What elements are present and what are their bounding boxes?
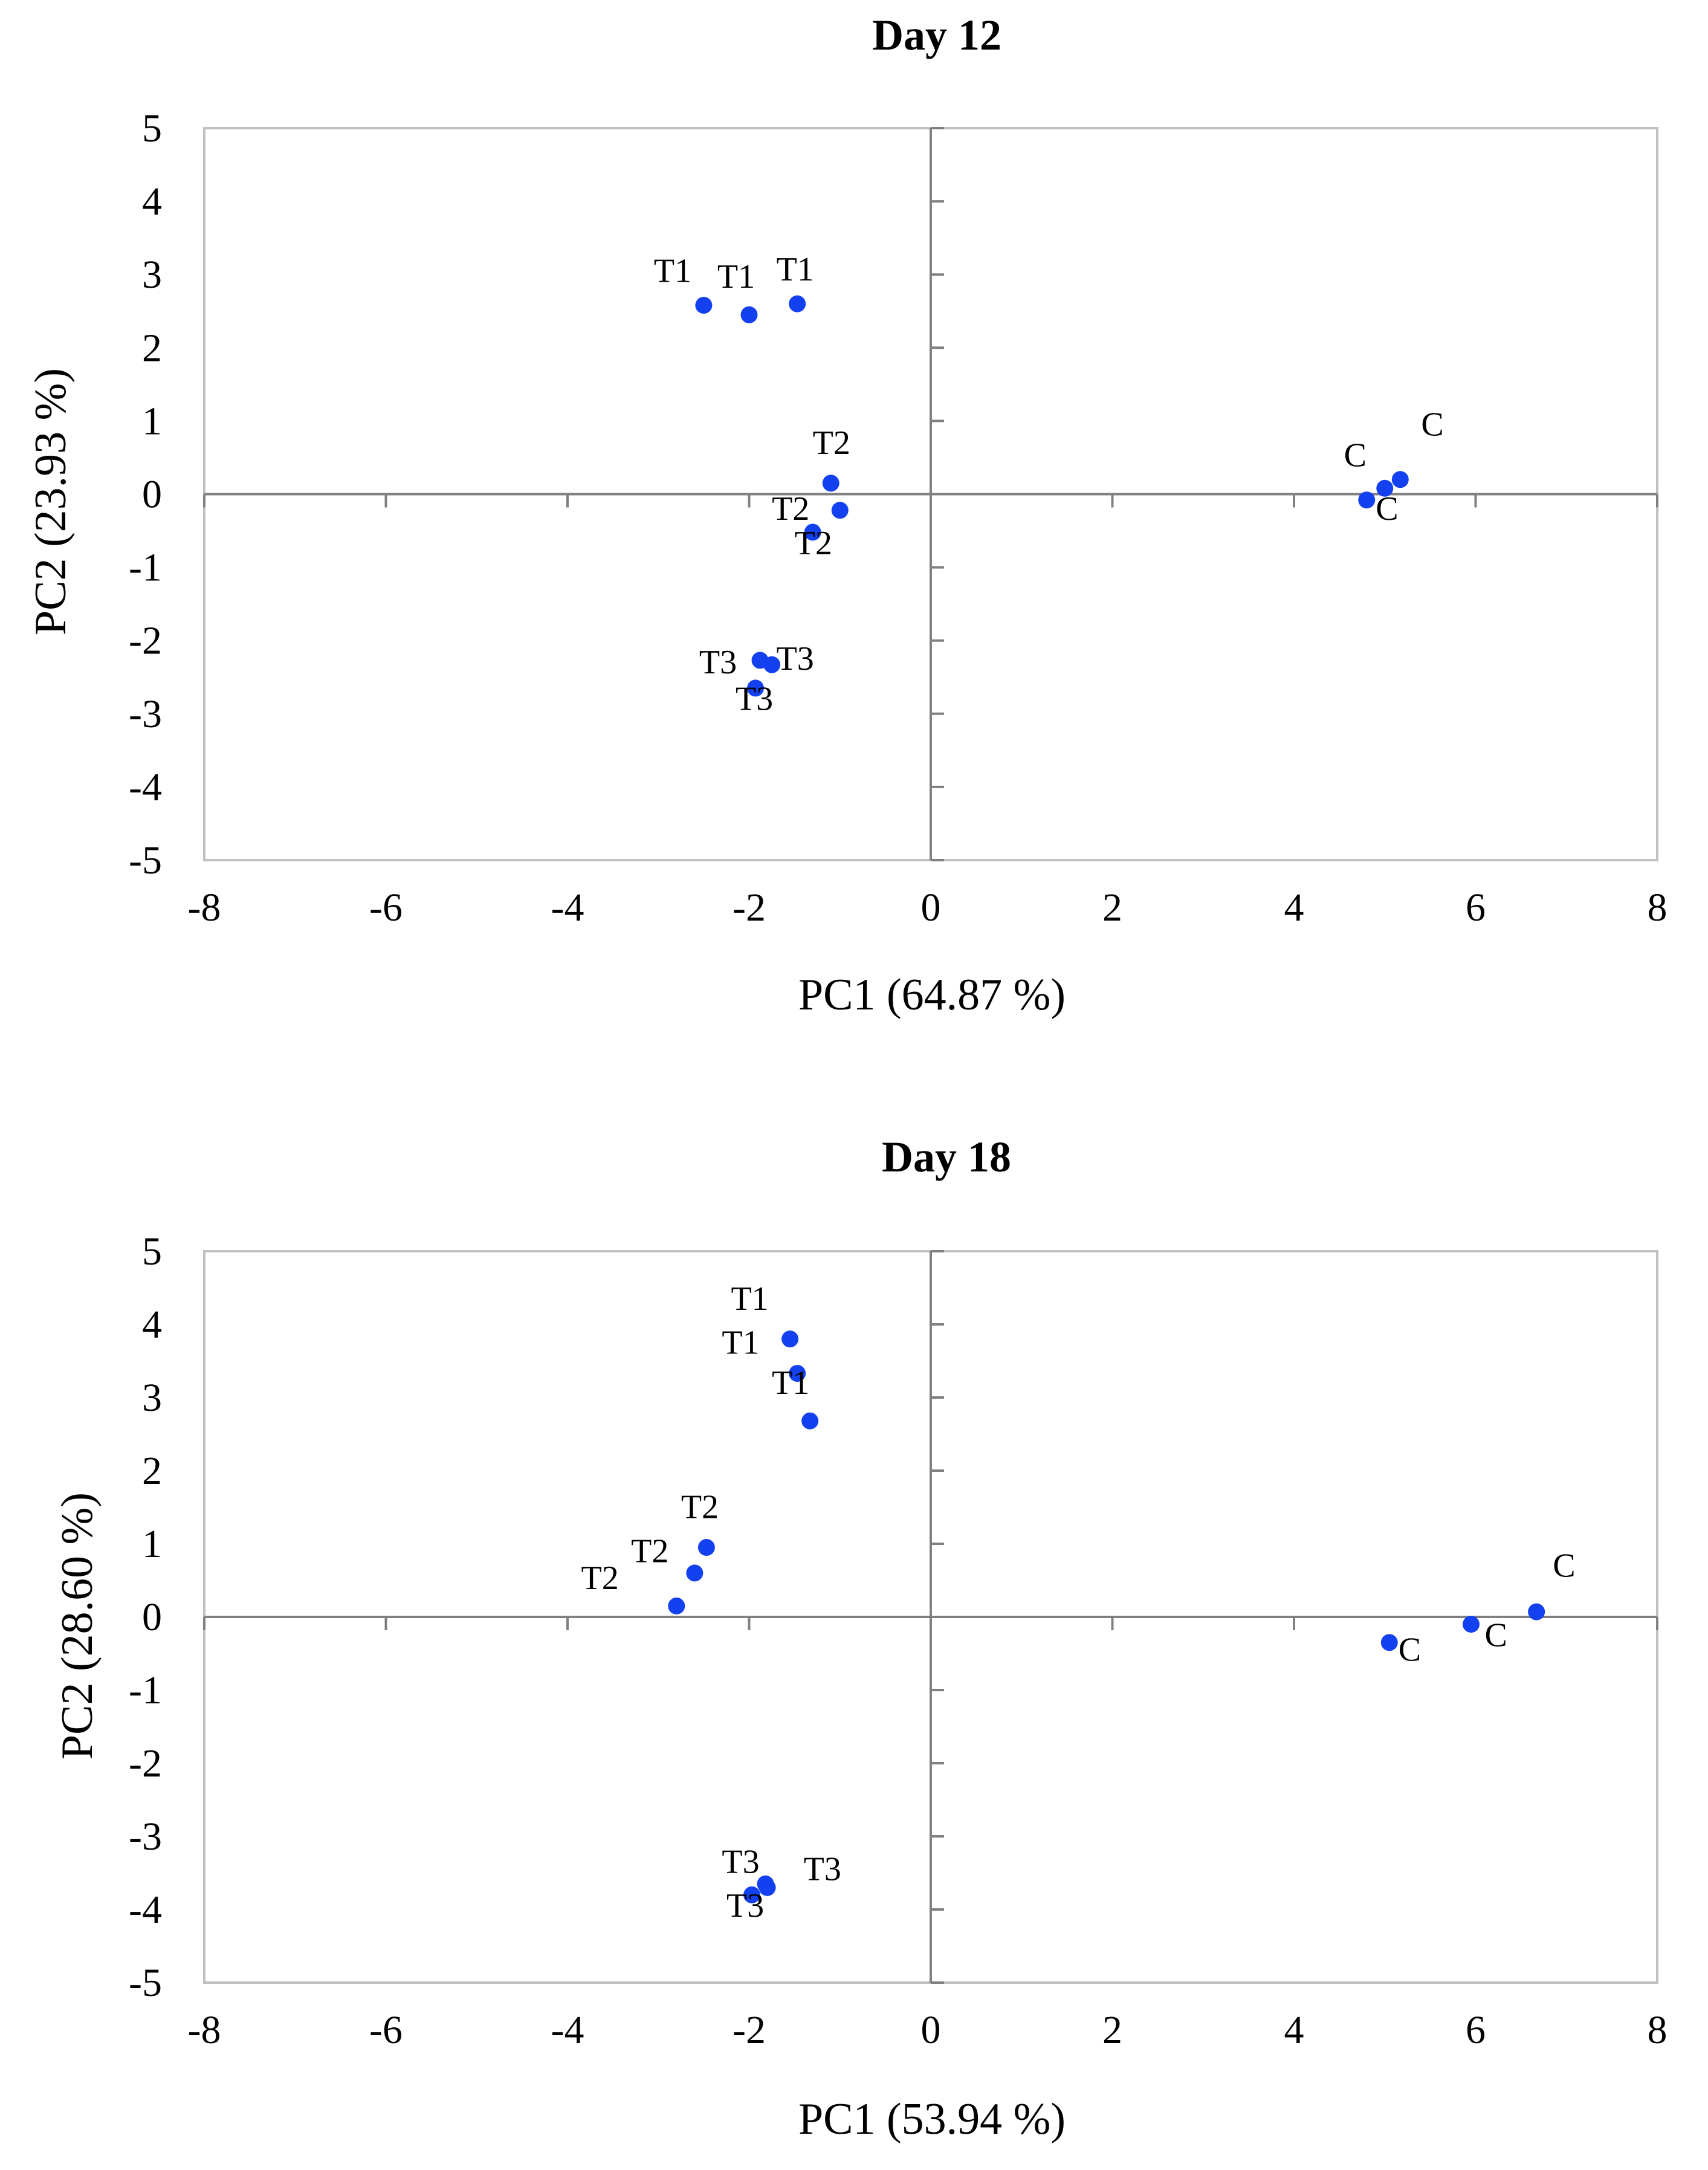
day12-y-tick-label: 5 bbox=[142, 106, 162, 151]
day18-point-label-t1: T1 bbox=[731, 1280, 768, 1318]
day12-point-label-t3: T3 bbox=[736, 681, 773, 718]
day18-point-label-t1: T1 bbox=[722, 1324, 759, 1361]
day18-y-tick-label: -2 bbox=[129, 1741, 162, 1786]
day12-y-tick-label: 2 bbox=[142, 326, 162, 370]
day18-point-label-t3: T3 bbox=[804, 1851, 841, 1888]
day12-y-tick-label: -4 bbox=[129, 765, 162, 809]
day12-point-c bbox=[1376, 479, 1394, 497]
day12-y-tick-label: 3 bbox=[142, 253, 162, 297]
day18-x-tick-label: -8 bbox=[188, 2008, 221, 2052]
day18-point-label-c: C bbox=[1485, 1616, 1507, 1654]
day18-x-tick-label: 6 bbox=[1466, 2008, 1486, 2052]
day18-x-tick-label: 8 bbox=[1648, 2008, 1668, 2052]
day18-x-tick-label: 4 bbox=[1284, 2008, 1304, 2052]
day12-y-tick-label: 0 bbox=[142, 473, 162, 517]
day12-point-label-t1: T1 bbox=[717, 258, 755, 296]
day12-panel: Day 12 PC1 (64.87 %) PC2 (23.93 %) 5 4 3 2 1… bbox=[26, 11, 1668, 1020]
day12-point-t3 bbox=[747, 679, 765, 697]
day12-point-t1 bbox=[789, 295, 806, 313]
day18-y-tick-label: 2 bbox=[142, 1449, 162, 1493]
day18-y-tick-label: 1 bbox=[142, 1522, 162, 1566]
day18-point-c bbox=[1380, 1634, 1398, 1651]
day12-point-t1 bbox=[740, 306, 758, 323]
day12-point-t2 bbox=[822, 474, 839, 492]
day12-y-tick-label: 1 bbox=[142, 399, 162, 443]
day18-point-label-t2: T2 bbox=[681, 1489, 719, 1526]
day18-point-t1 bbox=[781, 1330, 799, 1348]
day18-point-t2 bbox=[668, 1597, 685, 1615]
day18-point-t2 bbox=[686, 1564, 704, 1582]
day18-y-tick-label: 3 bbox=[142, 1376, 162, 1420]
day18-x-tick-label: -4 bbox=[551, 2008, 584, 2052]
day12-point-t2 bbox=[804, 523, 821, 541]
day12-point-label-t2: T2 bbox=[795, 525, 832, 562]
day12-point-c bbox=[1391, 471, 1409, 488]
day18-point-label-t2: T2 bbox=[581, 1559, 619, 1597]
day18-x-tick-label: 2 bbox=[1102, 2008, 1122, 2052]
day12-x-tick-label: 4 bbox=[1284, 886, 1304, 930]
day18-y-tick-label: 5 bbox=[142, 1229, 162, 1274]
day18-x-tick-label: -6 bbox=[369, 2008, 403, 2052]
day12-point-t3 bbox=[763, 656, 781, 673]
day12-y-tick-label: -2 bbox=[129, 619, 162, 663]
day12-x-tick-label: 0 bbox=[921, 886, 941, 930]
day12-point-label-t1: T1 bbox=[777, 251, 814, 288]
day18-point-label-t2: T2 bbox=[631, 1532, 668, 1570]
day18-point-c bbox=[1462, 1616, 1480, 1633]
day18-point-label-t3: T3 bbox=[722, 1844, 759, 1881]
day12-point-label-c: C bbox=[1376, 490, 1398, 528]
day18-y-tick-label: -5 bbox=[129, 1961, 162, 2005]
day12-x-axis-label: PC1 (64.87 %) bbox=[798, 970, 1066, 1020]
day12-point-t2 bbox=[831, 502, 849, 519]
day12-point-t1 bbox=[695, 297, 713, 314]
day12-x-tick-label: 6 bbox=[1466, 886, 1486, 930]
day12-point-label-c: C bbox=[1421, 406, 1443, 444]
day18-point-t1 bbox=[801, 1412, 819, 1430]
day12-point-label-t1: T1 bbox=[654, 252, 691, 290]
day18-point-t3 bbox=[743, 1886, 761, 1903]
day12-y-tick-label: -3 bbox=[129, 692, 162, 736]
day12-point-label-t2: T2 bbox=[772, 490, 809, 528]
day12-y-tick-label: 4 bbox=[142, 180, 162, 224]
day18-y-tick-label: 4 bbox=[142, 1303, 162, 1347]
day18-point-label-c: C bbox=[1399, 1631, 1421, 1669]
day18-y-axis-label: PC2 (28.60 %) bbox=[53, 1492, 102, 1760]
day18-title: Day 18 bbox=[882, 1133, 1011, 1181]
day12-point-label-c: C bbox=[1344, 436, 1367, 474]
day18-x-axis-label: PC1 (53.94 %) bbox=[798, 2094, 1066, 2144]
day12-x-tick-label: -4 bbox=[551, 886, 584, 930]
day18-point-t1 bbox=[789, 1365, 806, 1382]
day18-x-tick-label: 0 bbox=[921, 2008, 941, 2052]
day12-point-label-t3: T3 bbox=[699, 644, 737, 681]
day12-y-tick-label: -1 bbox=[129, 546, 162, 590]
day18-y-tick-label: 0 bbox=[142, 1595, 162, 1639]
day18-point-t3 bbox=[759, 1879, 776, 1896]
day12-point-label-t2: T2 bbox=[813, 424, 850, 462]
day18-point-label-t1: T1 bbox=[772, 1364, 809, 1402]
day18-point-c bbox=[1528, 1603, 1545, 1621]
day18-point-label-t3: T3 bbox=[726, 1887, 764, 1925]
day18-y-tick-label: -1 bbox=[129, 1668, 162, 1712]
day12-x-tick-label: 8 bbox=[1648, 886, 1668, 930]
day12-y-tick-label: -5 bbox=[129, 838, 162, 883]
day12-y-axis-label: PC2 (23.93 %) bbox=[26, 368, 76, 635]
day12-x-tick-label: -6 bbox=[369, 886, 403, 930]
day18-panel: Day 18 PC1 (53.94 %) PC2 (28.60 %) 5 4 3 2 1… bbox=[53, 1133, 1668, 2144]
day12-point-c bbox=[1358, 491, 1376, 509]
day12-x-tick-label: 2 bbox=[1102, 886, 1122, 930]
day18-y-tick-label: -4 bbox=[129, 1888, 162, 1932]
day18-x-tick-label: -2 bbox=[733, 2008, 766, 2052]
day18-point-label-c: C bbox=[1553, 1547, 1575, 1584]
day12-x-tick-label: -2 bbox=[733, 886, 766, 930]
day12-x-tick-label: -8 bbox=[188, 886, 221, 930]
day18-point-t2 bbox=[697, 1539, 715, 1556]
day12-point-label-t3: T3 bbox=[777, 640, 814, 678]
day18-y-tick-label: -3 bbox=[129, 1815, 162, 1859]
day12-title: Day 12 bbox=[872, 11, 1001, 59]
